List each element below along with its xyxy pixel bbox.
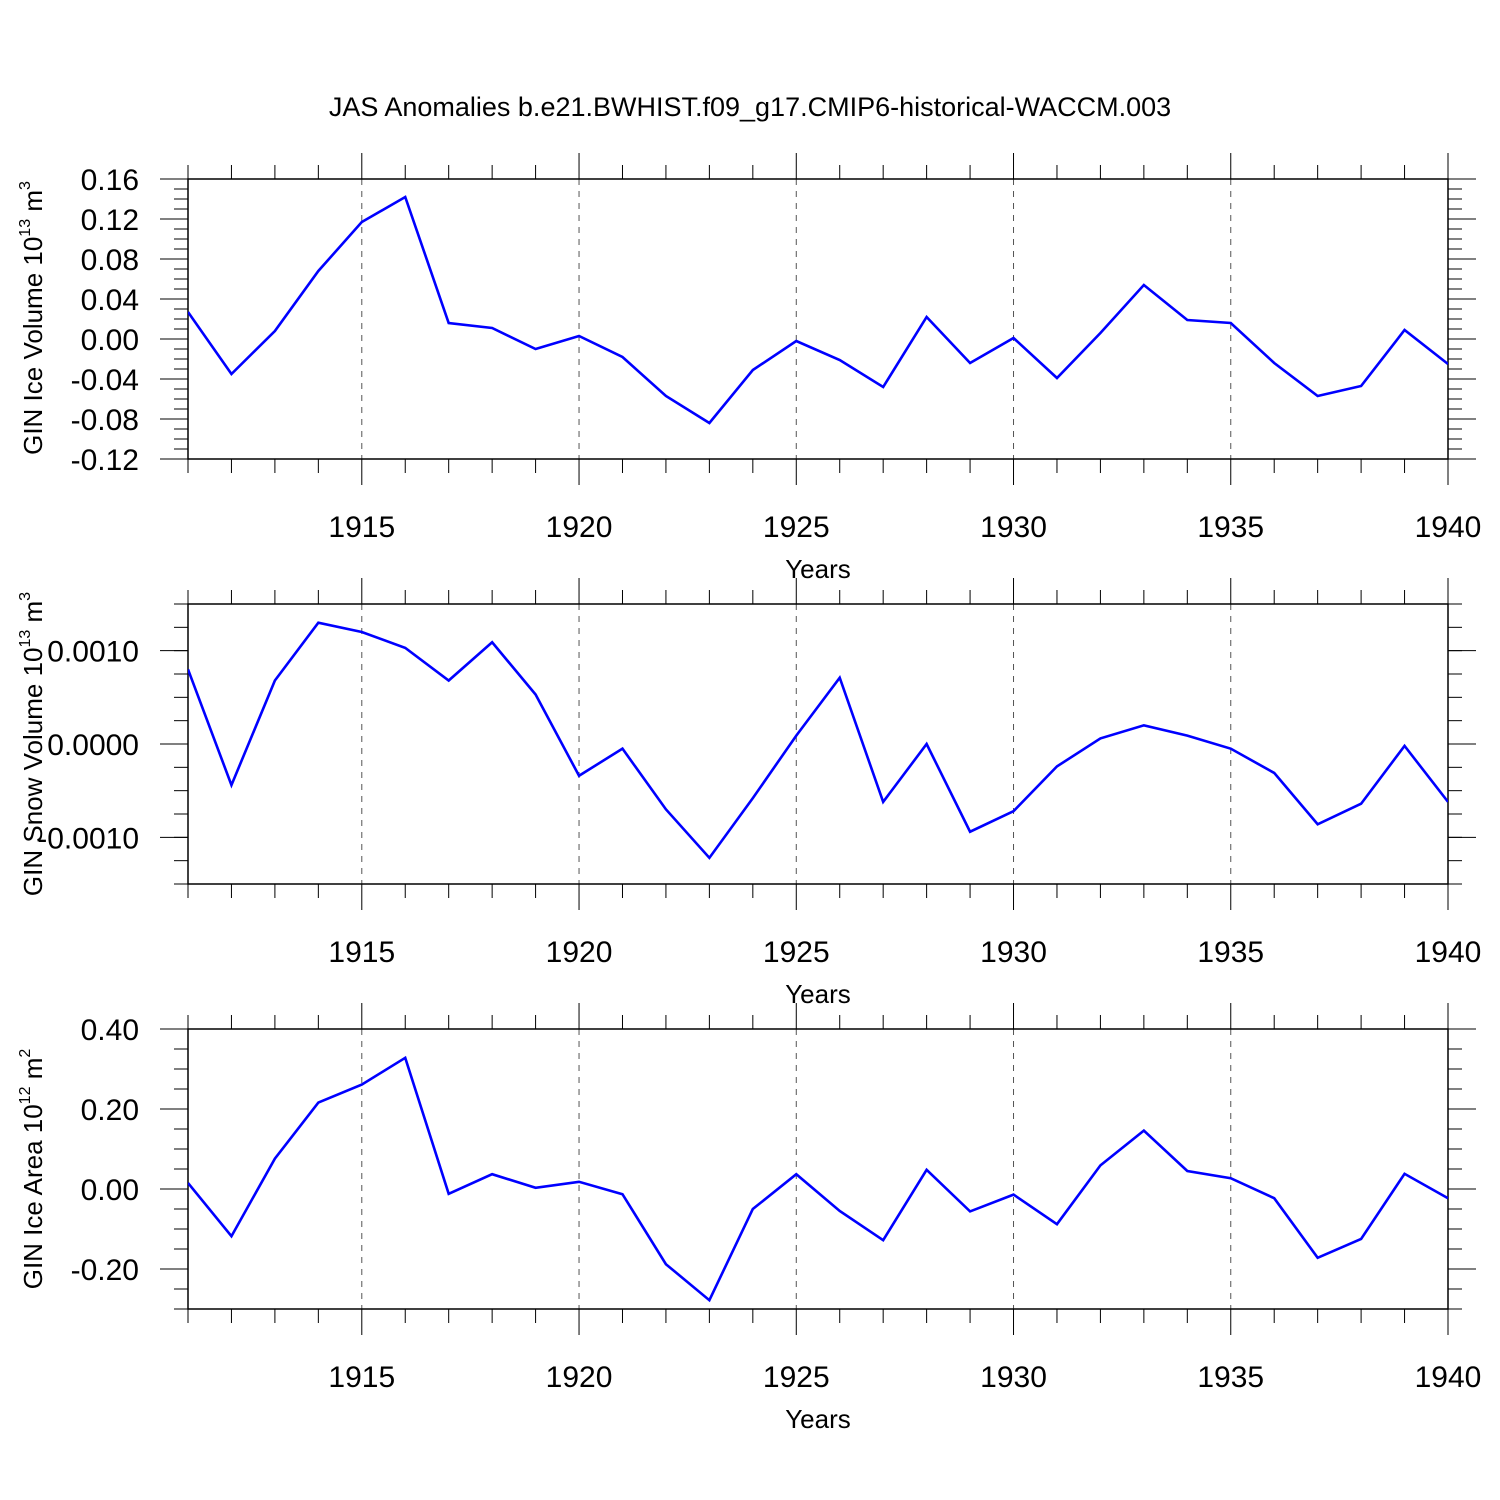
x-tick-label: 1935 — [1197, 936, 1264, 969]
y-tick-label: 0.20 — [81, 1094, 139, 1127]
panel-snow-volume: -0.0010 0.0000 0.0010 1915 1920 1925 1930 1935 1… — [17, 578, 1481, 1009]
y-axis-label: GIN Snow Volume 1013 m3 — [17, 592, 48, 896]
y-tick-label: -0.0010 — [37, 822, 139, 855]
y-tick-label: 0.12 — [81, 204, 139, 237]
y-tick-label: -0.20 — [71, 1254, 139, 1287]
plot-frame — [187, 603, 1449, 885]
y-tick-label: 0.16 — [81, 164, 139, 197]
y-tick-label: 0.08 — [81, 244, 139, 277]
y-tick-label: 0.0000 — [47, 729, 139, 762]
x-tick-label: 1925 — [763, 1361, 830, 1394]
y-tick-label: 0.04 — [81, 284, 139, 317]
x-tick-label: 1930 — [980, 936, 1047, 969]
x-axis-label: Years — [785, 554, 851, 584]
x-axis-label: Years — [785, 979, 851, 1009]
plot-frame — [187, 1028, 1449, 1310]
panel-ice-area: -0.20 0.00 0.20 0.40 1915 1920 1925 1930 1935 194… — [17, 1003, 1481, 1434]
panel-ice-volume: -0.12 -0.08 -0.04 0.00 0.04 0.08 0.12 0.16 1915 1… — [17, 153, 1481, 584]
figure-title: JAS Anomalies b.e21.BWHIST.f09_g17.CMIP6… — [329, 92, 1171, 122]
x-tick-label: 1940 — [1415, 511, 1482, 544]
x-tick-label: 1920 — [546, 936, 613, 969]
y-tick-label: -0.12 — [71, 444, 139, 477]
y-tick-label: 0.00 — [81, 324, 139, 357]
y-tick-label: 0.40 — [81, 1014, 139, 1047]
y-axis-label: GIN Ice Volume 1013 m3 — [17, 181, 48, 455]
x-tick-label: 1925 — [763, 511, 830, 544]
y-tick-label: 0.00 — [81, 1174, 139, 1207]
plot-frame — [187, 178, 1449, 460]
x-tick-label: 1930 — [980, 1361, 1047, 1394]
y-tick-label: -0.04 — [71, 364, 139, 397]
series-line-snow-volume — [188, 621, 1448, 860]
x-tick-label: 1915 — [328, 511, 395, 544]
x-axis-label: Years — [785, 1404, 851, 1434]
x-tick-label: 1940 — [1415, 1361, 1482, 1394]
x-tick-label: 1935 — [1197, 511, 1264, 544]
y-axis-label: GIN Ice Area 1012 m2 — [17, 1049, 48, 1290]
y-tick-label: -0.08 — [71, 404, 139, 437]
chart-panels: -0.12 -0.08 -0.04 0.00 0.04 0.08 0.12 0.16 1915 1… — [17, 153, 1481, 1434]
x-tick-label: 1915 — [328, 1361, 395, 1394]
series-line-ice-volume — [188, 195, 1448, 425]
y-tick-label: 0.0010 — [47, 636, 139, 669]
x-tick-label: 1920 — [546, 511, 613, 544]
x-tick-label: 1940 — [1415, 936, 1482, 969]
series-line-ice-area — [188, 1055, 1448, 1303]
x-tick-label: 1935 — [1197, 1361, 1264, 1394]
x-tick-label: 1915 — [328, 936, 395, 969]
x-tick-label: 1925 — [763, 936, 830, 969]
x-tick-label: 1920 — [546, 1361, 613, 1394]
x-tick-label: 1930 — [980, 511, 1047, 544]
